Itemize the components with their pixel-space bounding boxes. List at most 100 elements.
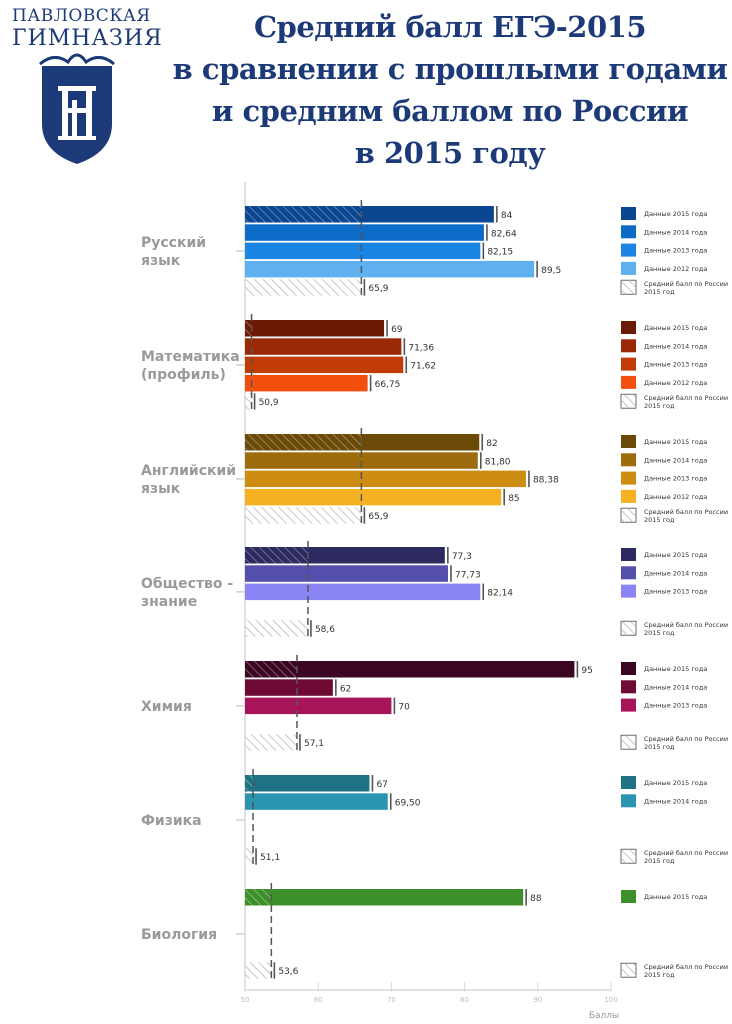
legend-swatch bbox=[621, 566, 636, 580]
category-label: (профиль) bbox=[141, 367, 226, 383]
gymnasium-crest-icon bbox=[39, 53, 115, 164]
bar bbox=[245, 793, 388, 810]
title-line: в сравнении с прошлыми годами bbox=[172, 52, 728, 86]
legend-swatch bbox=[621, 698, 636, 712]
x-tick-label: 70 bbox=[387, 996, 396, 1004]
data-label: 95 bbox=[581, 666, 592, 676]
data-label: 66,75 bbox=[375, 380, 401, 390]
logo-line-1: ПАВЛОВСКАЯ bbox=[12, 6, 151, 26]
legend-swatch-russia-hatch bbox=[621, 508, 636, 523]
title-line: и средним баллом по России bbox=[211, 94, 689, 128]
data-label: 65,9 bbox=[368, 284, 388, 294]
data-label: 69,50 bbox=[395, 798, 421, 808]
data-label: 82,64 bbox=[491, 229, 517, 239]
legend-label: Данные 2014 года bbox=[644, 797, 707, 805]
legend-swatch bbox=[621, 776, 636, 789]
legend-label: Данные 2015 года bbox=[644, 779, 707, 787]
legend-swatch bbox=[621, 207, 636, 220]
legend-label: Данные 2014 года bbox=[644, 683, 707, 691]
bar-hatch-overlay bbox=[245, 206, 362, 223]
x-tick-label: 80 bbox=[460, 996, 469, 1004]
legend-label: Данные 2014 года bbox=[644, 456, 707, 464]
legend-swatch bbox=[621, 357, 636, 371]
legend-swatch bbox=[621, 243, 636, 257]
data-label: 84 bbox=[501, 211, 513, 221]
legend-label: Данные 2015 года bbox=[644, 324, 707, 332]
bar-hatch-overlay bbox=[245, 775, 254, 792]
russia-average-bar bbox=[245, 848, 254, 865]
legend-label: Данные 2013 года bbox=[644, 247, 707, 255]
legend-label-russia-line-2: 2015 год bbox=[644, 857, 675, 865]
legend-label: Данные 2012 года bbox=[644, 493, 707, 501]
legend-label-russia-line-2: 2015 год bbox=[644, 629, 675, 637]
legend-swatch bbox=[621, 794, 636, 808]
legend-label: Данные 2015 года bbox=[644, 893, 707, 901]
russia-average-bar bbox=[245, 734, 297, 751]
legend-label: Данные 2015 года bbox=[644, 210, 707, 218]
legend-label-russia-line-2: 2015 год bbox=[644, 516, 675, 524]
logo: ПАВЛОВСКАЯ ГИМНАЗИЯ bbox=[12, 4, 162, 174]
category-label: язык bbox=[141, 253, 181, 269]
legend-swatch bbox=[621, 225, 636, 239]
category-label: Биология bbox=[141, 927, 217, 943]
legend-swatch bbox=[621, 375, 636, 389]
legend-swatch bbox=[621, 261, 636, 275]
bar bbox=[245, 697, 392, 715]
legend-swatch bbox=[621, 584, 636, 598]
data-label: 71,62 bbox=[410, 362, 436, 372]
category-label: Математика bbox=[141, 349, 240, 365]
legend-swatch bbox=[621, 471, 636, 485]
legend-swatch bbox=[621, 680, 636, 694]
bar bbox=[245, 374, 368, 392]
data-label: 57,1 bbox=[304, 739, 324, 749]
legend-label: Данные 2012 года bbox=[644, 379, 707, 387]
legend-label-russia-line-2: 2015 год bbox=[644, 402, 675, 410]
russia-average-bar bbox=[245, 393, 252, 410]
data-label: 85 bbox=[508, 494, 519, 504]
legend-label-russia-line-2: 2015 год bbox=[644, 288, 675, 296]
bar bbox=[245, 320, 385, 337]
legend-label: Данные 2014 года bbox=[644, 228, 707, 236]
legend-swatch bbox=[621, 662, 636, 675]
data-label: 51,1 bbox=[260, 853, 280, 863]
legend-swatch-russia-hatch bbox=[621, 735, 636, 750]
legend-label: Данные 2013 года bbox=[644, 588, 707, 596]
category-label: Физика bbox=[141, 813, 202, 829]
data-label: 70 bbox=[398, 703, 410, 713]
category-label: знание bbox=[141, 594, 197, 610]
bar bbox=[245, 224, 484, 241]
category-label: Английский bbox=[141, 463, 236, 479]
legend-swatch bbox=[621, 453, 636, 467]
x-axis-label: Баллы bbox=[589, 1011, 619, 1021]
data-label: 53,6 bbox=[278, 967, 298, 977]
data-label: 77,73 bbox=[455, 570, 481, 580]
legend-label: Данные 2015 года bbox=[644, 665, 707, 673]
data-label: 88,38 bbox=[533, 476, 559, 486]
x-tick-label: 90 bbox=[533, 996, 542, 1004]
legend-label: Данные 2013 года bbox=[644, 361, 707, 369]
legend-label: Данные 2013 года bbox=[644, 702, 707, 710]
data-label: 65,9 bbox=[368, 512, 388, 522]
bar bbox=[245, 565, 448, 582]
bar bbox=[245, 583, 481, 601]
russia-average-bar bbox=[245, 620, 308, 637]
data-label: 62 bbox=[340, 684, 351, 694]
bar bbox=[245, 242, 481, 260]
legend-swatch-russia-hatch bbox=[621, 280, 636, 295]
data-label: 58,6 bbox=[315, 625, 335, 635]
category-label: Химия bbox=[141, 699, 192, 715]
x-tick-label: 60 bbox=[314, 996, 323, 1004]
russia-average-bar bbox=[245, 962, 272, 979]
bar bbox=[245, 470, 526, 488]
data-label: 82,15 bbox=[487, 248, 513, 258]
category-label: язык bbox=[141, 481, 181, 497]
legend-swatch bbox=[621, 489, 636, 503]
legend-label-russia-line-2: 2015 год bbox=[644, 971, 675, 979]
legend-swatch-russia-hatch bbox=[621, 963, 636, 978]
legend-label-russia: Средний балл по России bbox=[644, 963, 728, 971]
legend-swatch-russia-hatch bbox=[621, 849, 636, 864]
x-tick-label: 100 bbox=[604, 996, 617, 1004]
legend-swatch bbox=[621, 435, 636, 448]
data-label: 50,9 bbox=[259, 398, 279, 408]
